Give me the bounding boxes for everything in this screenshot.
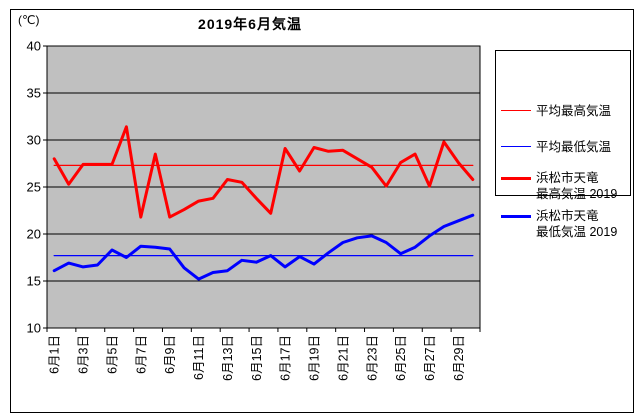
x-tick-label: 6月19日 [308, 335, 322, 381]
x-tick-label: 6月11日 [192, 335, 206, 380]
x-tick-label: 6月9日 [163, 335, 177, 374]
x-tick-label: 6月27日 [423, 335, 437, 381]
legend-line-sample-avg_low [501, 146, 531, 147]
legend-item-label: 浜松市天竜 最高気温 2019 [536, 171, 618, 201]
x-tick-label: 6月3日 [77, 335, 91, 374]
y-tick-label: 15 [27, 274, 41, 289]
legend-item-label: 平均最低気温 [536, 140, 612, 154]
x-tick-label: 6月13日 [221, 335, 235, 381]
x-tick-label: 6月7日 [134, 335, 148, 374]
legend-line-sample-low_2019 [501, 215, 531, 218]
series-line-high_2019 [52, 125, 475, 219]
legend-item-label: 平均最高気温 [536, 104, 612, 118]
x-tick-label: 6月23日 [365, 335, 379, 381]
x-tick-label: 6月1日 [48, 335, 62, 374]
legend-line-sample-high_2019 [501, 177, 531, 180]
x-tick-label: 6月5日 [105, 335, 119, 374]
x-tick-label: 6月21日 [336, 335, 350, 381]
legend: 平均最高気温 平均最低気温浜松市天竜 最高気温 2019 浜松市天竜 最低気温 20… [495, 50, 631, 239]
legend-item-high_2019: 浜松市天竜 最高気温 2019 [501, 170, 617, 202]
y-tick-label: 35 [27, 86, 41, 101]
chart-title: 2019年6月気温 [198, 16, 302, 32]
y-tick-label: 10 [27, 321, 41, 336]
y-tick-label: 30 [27, 133, 41, 148]
y-tick-label: 20 [27, 227, 41, 242]
legend-item-label: 浜松市天竜 最低気温 2019 [536, 209, 618, 239]
series-line-low_2019 [52, 213, 475, 281]
y-tick-label: 40 [27, 39, 41, 54]
legend-item-avg_low: 平均最低気温 [501, 139, 611, 155]
y-tick-label: 25 [27, 180, 41, 195]
x-tick-label: 6月29日 [452, 335, 466, 381]
x-tick-label: 6月17日 [279, 335, 293, 381]
legend-item-avg_high: 平均最高気温 [501, 103, 611, 119]
legend-line-sample-avg_high [501, 110, 531, 111]
y-axis-unit-label: (℃) [18, 13, 40, 27]
x-tick-label: 6月25日 [394, 335, 408, 381]
legend-item-low_2019: 浜松市天竜 最低気温 2019 [501, 208, 617, 240]
x-tick-label: 6月15日 [250, 335, 264, 381]
